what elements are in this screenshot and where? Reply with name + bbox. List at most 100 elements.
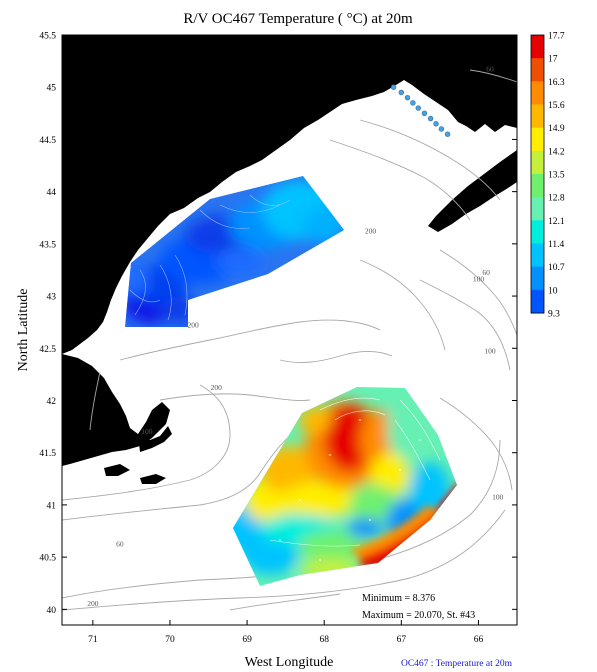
y-tick-label: 41.5 <box>39 449 56 459</box>
colorbar-label: 14.9 <box>548 124 565 134</box>
depth-label: 100 <box>141 427 153 436</box>
depth-label: 60 <box>486 65 494 74</box>
depth-contour <box>62 419 311 521</box>
depth-contour <box>229 593 341 611</box>
color-region <box>410 462 450 518</box>
color-region <box>280 482 360 518</box>
map-frame <box>61 34 518 626</box>
bathymetry-contours <box>62 69 517 611</box>
land-cape-cod <box>138 426 172 452</box>
colorbar-swatch <box>531 104 544 129</box>
depth-contour <box>439 249 517 336</box>
colorbar-label: 17.7 <box>548 32 565 42</box>
station-marker <box>415 105 421 111</box>
station-track <box>390 84 451 137</box>
x-tick-label: 69 <box>242 635 252 645</box>
colorbar-label: 10 <box>548 286 558 296</box>
x-axis-label: West Longitude <box>245 655 334 670</box>
depth-label: 200 <box>87 599 99 608</box>
depth-contour <box>62 384 231 501</box>
color-region <box>299 406 331 434</box>
y-tick-label: 44.5 <box>39 136 56 146</box>
colorbar: 17.7 17 16.3 15.6 14.9 14.2 13.5 12.8 12.1 11.4 10… <box>530 32 565 320</box>
depth-label: 60 <box>116 540 124 549</box>
color-region <box>216 248 264 276</box>
colorbar-swatch <box>531 58 544 82</box>
depth-contour <box>439 397 513 491</box>
y-tick-label: 43.5 <box>39 240 56 250</box>
y-tick-label: 40.5 <box>39 554 56 564</box>
colorbar-swatch <box>531 266 544 291</box>
land-nantucket <box>140 474 166 484</box>
depth-contour <box>329 139 471 221</box>
colorbar-swatch <box>531 174 544 198</box>
y-tick-label: 45.5 <box>39 32 56 42</box>
x-tick-label: 71 <box>88 635 98 645</box>
colorbar-label: 10.7 <box>548 263 565 273</box>
colorbar-label: 11.4 <box>548 240 565 250</box>
depth-contour <box>359 259 446 351</box>
land-marthas-vineyard <box>104 464 130 476</box>
depth-contour <box>359 119 501 201</box>
y-tick-label: 41 <box>47 501 57 511</box>
y-tick-label: 45 <box>47 84 57 94</box>
colorbar-swatch <box>531 220 544 244</box>
colorbar-label: 16.3 <box>548 78 565 88</box>
station-marker <box>390 84 397 90</box>
y-tick-label: 42.5 <box>39 345 56 355</box>
y-tick-label: 44 <box>47 188 57 198</box>
colorbar-swatch <box>531 127 544 152</box>
chart-title: R/V OC467 Temperature ( °C) at 20m <box>183 11 413 27</box>
colorbar-label: 12.1 <box>548 217 565 227</box>
colorbar-label: 13.5 <box>548 171 565 181</box>
depth-contour <box>159 393 311 401</box>
depth-label: 200 <box>187 320 199 329</box>
station-marker <box>421 110 428 117</box>
y-tick-label: 42 <box>47 397 57 407</box>
color-region <box>260 446 320 494</box>
depth-contour <box>279 351 393 363</box>
land-maine <box>62 35 517 354</box>
depth-label: 100 <box>473 274 485 283</box>
y-axis-label: North Latitude <box>16 289 31 372</box>
colorbar-label: 9.3 <box>548 310 560 320</box>
colorbar-label: 14.2 <box>548 147 565 157</box>
depth-label: 200 <box>211 383 223 392</box>
color-region <box>242 535 298 575</box>
color-region <box>350 505 438 558</box>
depth-label: 60 <box>482 268 490 277</box>
colorbar-swatch <box>531 35 544 59</box>
sample-points <box>279 419 421 561</box>
x-tick-label: 68 <box>319 635 329 645</box>
colorbar-label: 17 <box>548 55 558 65</box>
colorbar-swatch <box>531 289 544 314</box>
land-masses <box>62 35 517 484</box>
colorbar-swatch <box>531 243 544 268</box>
colorbar-swatch <box>531 81 544 105</box>
station-marker <box>438 126 445 132</box>
colorbar-label: 12.8 <box>548 194 565 204</box>
color-region <box>299 530 371 560</box>
colorbar-label: 15.6 <box>548 101 565 111</box>
y-tick-label: 40 <box>47 606 57 616</box>
land-nova-scotia <box>428 150 517 232</box>
station-marker <box>433 121 439 127</box>
depth-label: 100 <box>484 346 496 355</box>
contour-lines <box>129 194 291 321</box>
contour-lines <box>269 397 441 547</box>
y-tick-label: 43 <box>47 293 57 303</box>
footer-text: OC467 : Temperature at 20m <box>401 659 513 669</box>
station-marker <box>404 94 411 101</box>
depth-contour <box>469 69 517 83</box>
colorbar-swatch <box>531 197 544 221</box>
depth-contour <box>119 319 381 361</box>
depth-label: 100 <box>492 493 504 502</box>
x-tick-label: 66 <box>474 635 484 645</box>
station-marker <box>398 89 405 96</box>
x-tick-label: 70 <box>165 635 175 645</box>
depth-contour <box>419 279 511 371</box>
x-tick-label: 67 <box>397 635 407 645</box>
y-axis-ticks: 40 40.5 41 41.5 42 42.5 43 43.5 44 44.5 45 45.5 <box>39 32 517 616</box>
